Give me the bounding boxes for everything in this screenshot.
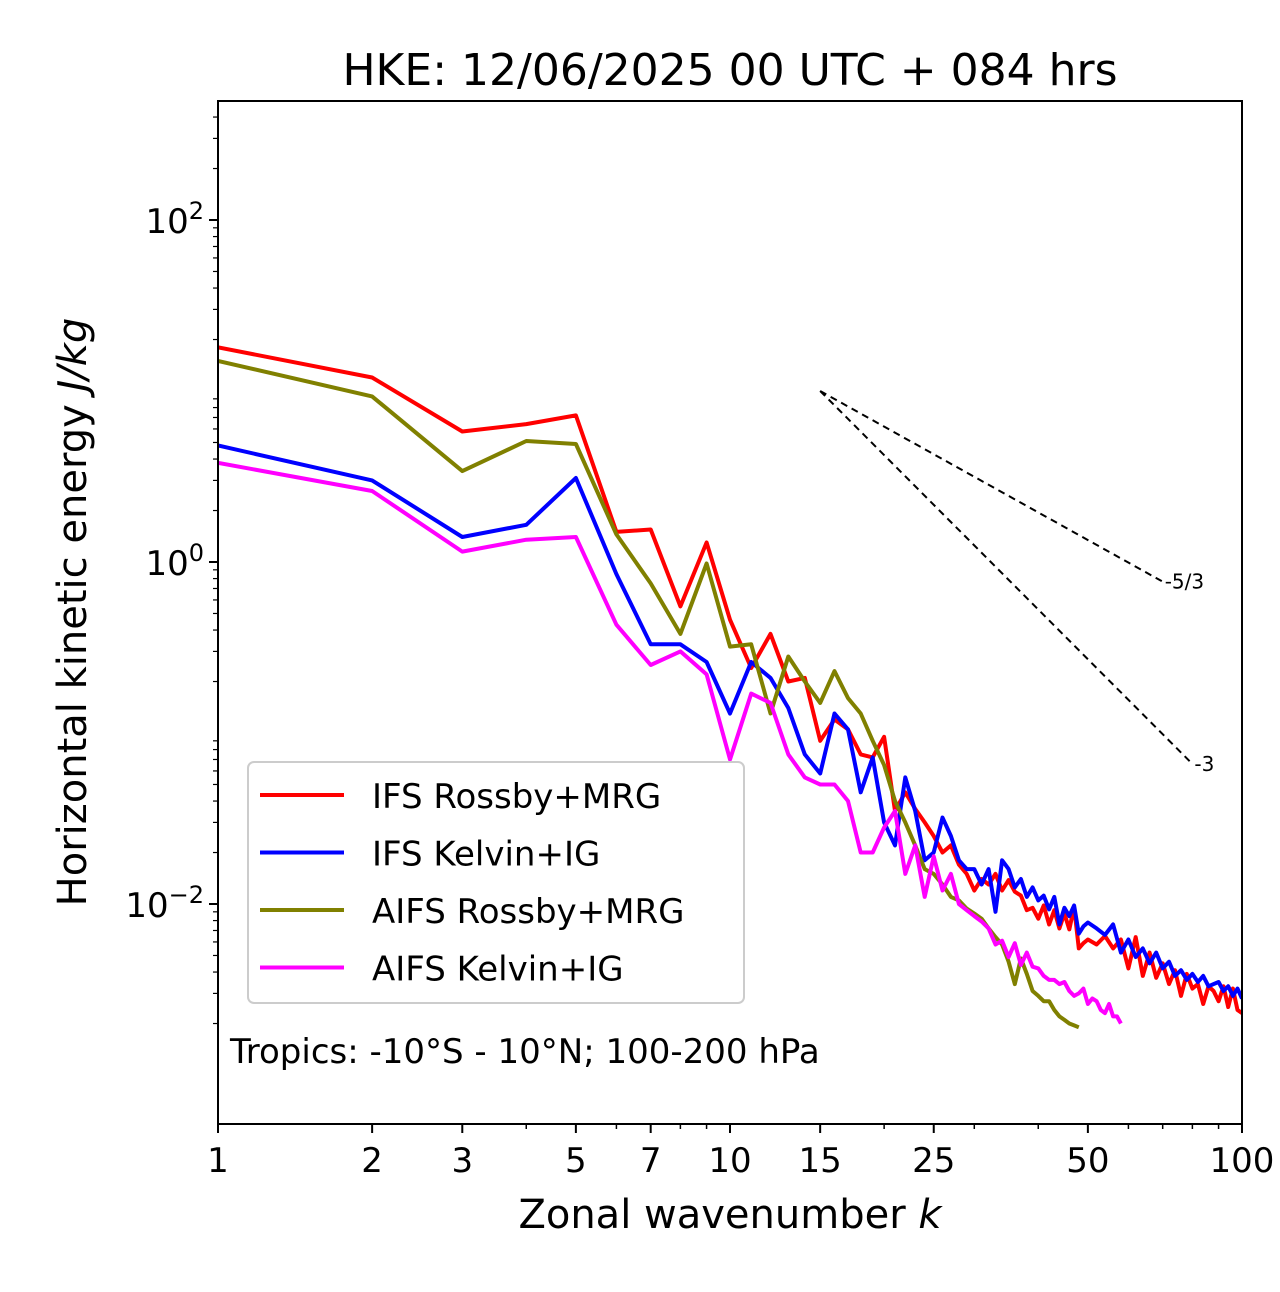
reference-label-1: -5/3 (1165, 570, 1204, 594)
legend-label-2: IFS Kelvin+IG (372, 835, 600, 875)
legend-label-4: AIFS Kelvin+IG (372, 950, 624, 990)
series-line-2 (218, 443, 1242, 1000)
y-tick-label-3: 10−2 (125, 881, 204, 926)
reference-line-2 (819, 390, 1194, 765)
legend-label-1: IFS Rossby+MRG (372, 777, 661, 817)
x-tick-label-5: 7 (640, 1141, 662, 1181)
x-tick-label-3: 3 (451, 1141, 473, 1181)
legend: IFS Rossby+MRG IFS Kelvin+IG AIFS Rossby+M… (247, 761, 745, 1004)
reference-line-1 (819, 390, 1164, 583)
x-axis: 1 2 3 5 7 10 15 25 50 100 (207, 1124, 1274, 1181)
chart-title: HKE: 12/06/2025 00 UTC + 084 hrs (342, 45, 1117, 96)
x-tick-label-10: 100 (1210, 1141, 1275, 1181)
y-axis-label: Horizontal kinetic energy J/kg (50, 318, 96, 907)
region-annotation: Tropics: -10°S - 10°N; 100-200 hPa (229, 1032, 820, 1072)
x-tick-label-9: 50 (1066, 1141, 1109, 1181)
reference-label-2: -3 (1194, 752, 1214, 776)
x-tick-label-8: 25 (912, 1141, 955, 1181)
series-line-4 (218, 460, 1123, 1025)
series-layer (218, 345, 1242, 1030)
x-tick-label-2: 2 (361, 1141, 383, 1181)
y-tick-label-2: 100 (145, 539, 204, 584)
x-tick-label-4: 5 (565, 1141, 587, 1181)
series-line-1 (218, 345, 1242, 1015)
x-tick-label-7: 15 (799, 1141, 842, 1181)
x-axis-label: Zonal wavenumber k (518, 1192, 943, 1238)
legend-box (247, 761, 745, 1004)
y-tick-label-1: 102 (145, 197, 204, 242)
x-tick-label-1: 1 (207, 1141, 229, 1181)
reference-slopes: -5/3 -3 (819, 390, 1214, 776)
x-tick-label-6: 10 (708, 1141, 751, 1181)
y-axis: 102 100 10−2 (125, 116, 218, 1025)
legend-label-3: AIFS Rossby+MRG (372, 892, 684, 932)
